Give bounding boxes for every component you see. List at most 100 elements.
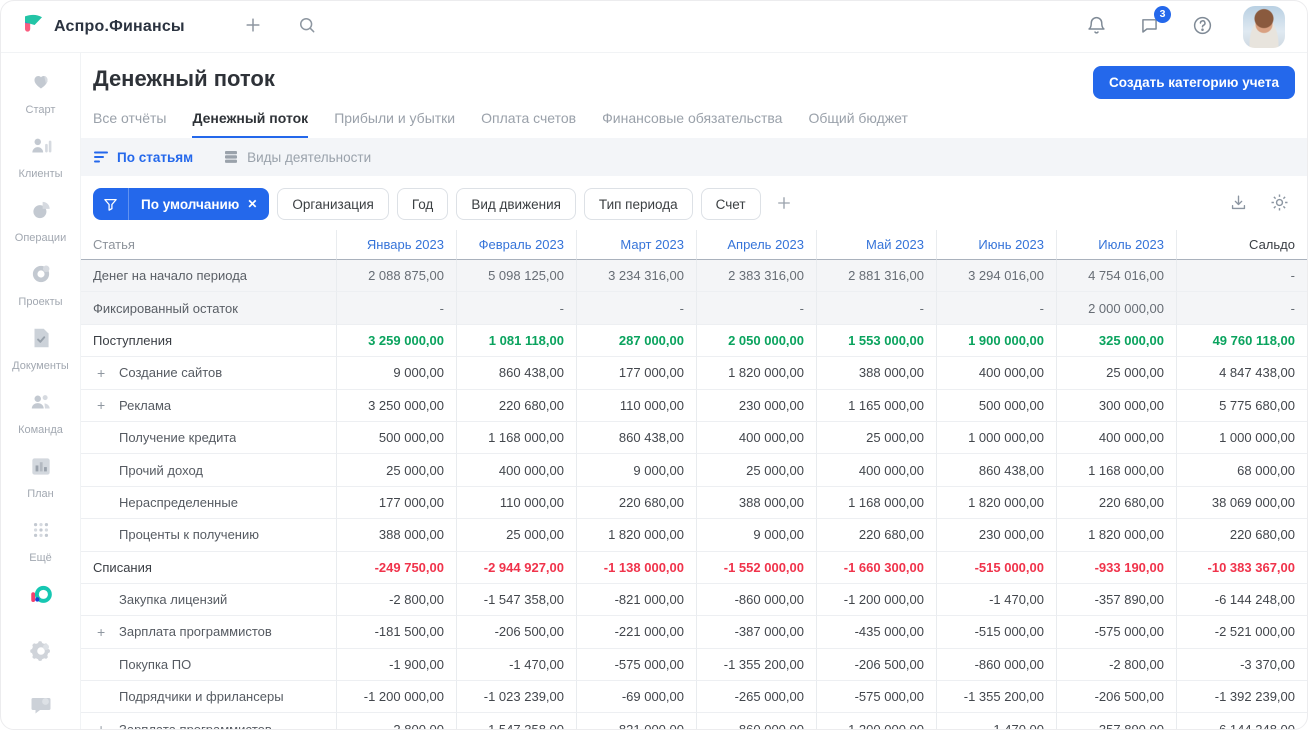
row-label-cell: + Зарплата программистов bbox=[81, 713, 337, 730]
value-cell: -221 000,00 bbox=[577, 616, 697, 649]
view-mode-activities[interactable]: Виды деятельности bbox=[223, 149, 371, 165]
tab-budget[interactable]: Общий бюджет bbox=[808, 110, 908, 126]
row-label-cell: Списания bbox=[81, 551, 337, 584]
value-cell: -69 000,00 bbox=[577, 681, 697, 714]
table-row: Списания -249 750,00 -2 944 927,00 -1 138 0… bbox=[81, 551, 1307, 584]
column-header-month-2[interactable]: Февраль 2023 bbox=[457, 230, 577, 260]
column-header-month-7[interactable]: Июль 2023 bbox=[1057, 230, 1177, 260]
filter-chip-default[interactable]: По умолчанию ✕ bbox=[93, 188, 270, 220]
user-avatar[interactable] bbox=[1243, 5, 1285, 48]
value-cell: -357 890,00 bbox=[1057, 583, 1177, 617]
row-label-cell: + Реклама bbox=[81, 389, 337, 422]
value-cell: 3 294 016,00 bbox=[937, 260, 1057, 293]
settings-icon[interactable] bbox=[27, 637, 55, 665]
table-row: Покупка ПО -1 900,00 -1 470,00 -575 000,00-… bbox=[81, 648, 1307, 682]
value-cell: 220 680,00 bbox=[1177, 519, 1307, 552]
create-new-button[interactable] bbox=[241, 13, 265, 40]
sidebar-item-projects[interactable]: Проекты bbox=[1, 261, 80, 308]
sidebar-item-start[interactable]: Старт bbox=[1, 69, 80, 116]
table-row: Получение кредита 500 000,00 1 168 000,00 8… bbox=[81, 421, 1307, 455]
table-header-row: Статья Январь 2023 Февраль 2023 Март 2023 Ап… bbox=[81, 230, 1307, 260]
column-header-month-6[interactable]: Июнь 2023 bbox=[937, 230, 1057, 260]
value-cell: 110 000,00 bbox=[577, 389, 697, 422]
value-cell: -575 000,00 bbox=[577, 648, 697, 682]
value-cell: 5 775 680,00 bbox=[1177, 390, 1307, 422]
sidebar-item-label: Клиенты bbox=[18, 168, 63, 180]
search-button[interactable] bbox=[295, 13, 319, 40]
sidebar-item-documents[interactable]: Документы bbox=[1, 325, 80, 372]
sidebar-item-label: Проекты bbox=[18, 296, 63, 308]
table-row: Денег на начало периода 2 088 875,00 5 098… bbox=[81, 260, 1307, 293]
filter-chip[interactable]: Вид движения bbox=[456, 188, 576, 220]
table-settings-button[interactable] bbox=[1268, 191, 1291, 217]
add-filter-button[interactable] bbox=[773, 192, 795, 217]
value-cell: -1 547 358,00 bbox=[457, 583, 577, 617]
filter-chip[interactable]: Организация bbox=[277, 188, 389, 220]
gear-icon bbox=[1270, 193, 1289, 215]
table-row: Прочий доход 25 000,00 400 000,00 9 000,00 2… bbox=[81, 454, 1307, 487]
value-cell: -1 200 000,00 bbox=[817, 713, 937, 729]
sidebar-item-more[interactable]: Ещё bbox=[1, 517, 80, 564]
page-title: Денежный поток bbox=[93, 66, 275, 91]
column-header-month-1[interactable]: Январь 2023 bbox=[337, 230, 457, 260]
filter-chip[interactable]: Тип периода bbox=[583, 188, 693, 220]
sidebar-item-plan[interactable]: План bbox=[1, 453, 80, 500]
value-cell: 220 680,00 bbox=[577, 486, 697, 520]
sidebar: Старт Клиенты Операции Проекты Документы Кома… bbox=[1, 53, 81, 729]
messages-button[interactable]: 3 bbox=[1137, 5, 1171, 41]
value-cell: -1 200 000,00 bbox=[817, 583, 937, 617]
value-cell: -1 023 239,00 bbox=[457, 681, 577, 714]
column-header-month-3[interactable]: Март 2023 bbox=[577, 230, 697, 260]
bell-icon bbox=[1086, 15, 1107, 39]
row-label: Подрядчики и фрилансеры bbox=[119, 689, 284, 705]
row-label: Списания bbox=[93, 559, 152, 575]
help-button[interactable] bbox=[1190, 13, 1215, 41]
value-cell: 1 900 000,00 bbox=[937, 324, 1057, 358]
value-cell: -387 000,00 bbox=[697, 616, 817, 649]
row-label: Реклама bbox=[119, 397, 172, 413]
filter-chip[interactable]: Счет bbox=[700, 188, 761, 220]
expand-icon[interactable]: + bbox=[97, 397, 106, 414]
table-body: Денег на начало периода 2 088 875,00 5 098… bbox=[81, 260, 1307, 730]
table-row: Закупка лицензий -2 800,00 -1 547 358,00 -8… bbox=[81, 583, 1307, 617]
value-cell: 500 000,00 bbox=[337, 421, 457, 455]
tab-pnl[interactable]: Прибыли и убытки bbox=[334, 110, 456, 126]
value-cell: 25 000,00 bbox=[337, 454, 457, 487]
notifications-button[interactable] bbox=[1084, 13, 1109, 41]
tab-invoices[interactable]: Оплата счетов bbox=[481, 110, 577, 126]
funnel-icon bbox=[93, 188, 129, 220]
column-header-month-4[interactable]: Апрель 2023 bbox=[697, 230, 817, 260]
aspro-cloud-logo-icon[interactable] bbox=[26, 581, 56, 611]
value-cell: -357 890,00 bbox=[1057, 713, 1177, 729]
table-row: Фиксированный остаток - - - - - -2 000 000,00- bbox=[81, 292, 1307, 325]
row-label: Зарплата программистов bbox=[119, 721, 272, 730]
tab-all-reports[interactable]: Все отчёты bbox=[93, 110, 167, 126]
expand-icon[interactable]: + bbox=[97, 364, 106, 381]
remove-filter-icon[interactable]: ✕ bbox=[247, 197, 258, 211]
value-cell: -6 144 248,00 bbox=[1177, 584, 1307, 617]
plus-icon bbox=[775, 194, 793, 215]
value-cell: 860 438,00 bbox=[457, 357, 577, 390]
expand-icon[interactable]: + bbox=[97, 721, 106, 730]
expand-icon[interactable]: + bbox=[97, 623, 106, 640]
sidebar-item-clients[interactable]: Клиенты bbox=[1, 133, 80, 180]
tab-cash-flow[interactable]: Денежный поток bbox=[192, 108, 309, 138]
create-category-button[interactable]: Создать категорию учета bbox=[1093, 66, 1295, 99]
export-button[interactable] bbox=[1227, 191, 1250, 217]
view-mode-by-items[interactable]: По статьям bbox=[93, 150, 193, 165]
table-row: + Реклама 3 250 000,00 220 680,00 110 000,00… bbox=[81, 389, 1307, 422]
value-cell: -1 470,00 bbox=[937, 713, 1057, 729]
sidebar-item-team[interactable]: Команда bbox=[1, 389, 80, 436]
column-header-month-5[interactable]: Май 2023 bbox=[817, 230, 937, 260]
clients-icon bbox=[28, 133, 54, 164]
value-cell: -860 000,00 bbox=[937, 648, 1057, 682]
row-label-cell: Получение кредита bbox=[81, 421, 337, 455]
value-cell: 1 820 000,00 bbox=[697, 357, 817, 390]
support-chat-icon[interactable] bbox=[27, 691, 55, 719]
filter-chip[interactable]: Год bbox=[396, 188, 449, 220]
value-cell: 220 680,00 bbox=[457, 389, 577, 422]
sidebar-item-operations[interactable]: Операции bbox=[1, 197, 80, 244]
value-cell: 1 168 000,00 bbox=[817, 486, 937, 520]
tab-liabilities[interactable]: Финансовые обязательства bbox=[602, 110, 783, 126]
row-label-cell: Подрядчики и фрилансеры bbox=[81, 681, 337, 714]
